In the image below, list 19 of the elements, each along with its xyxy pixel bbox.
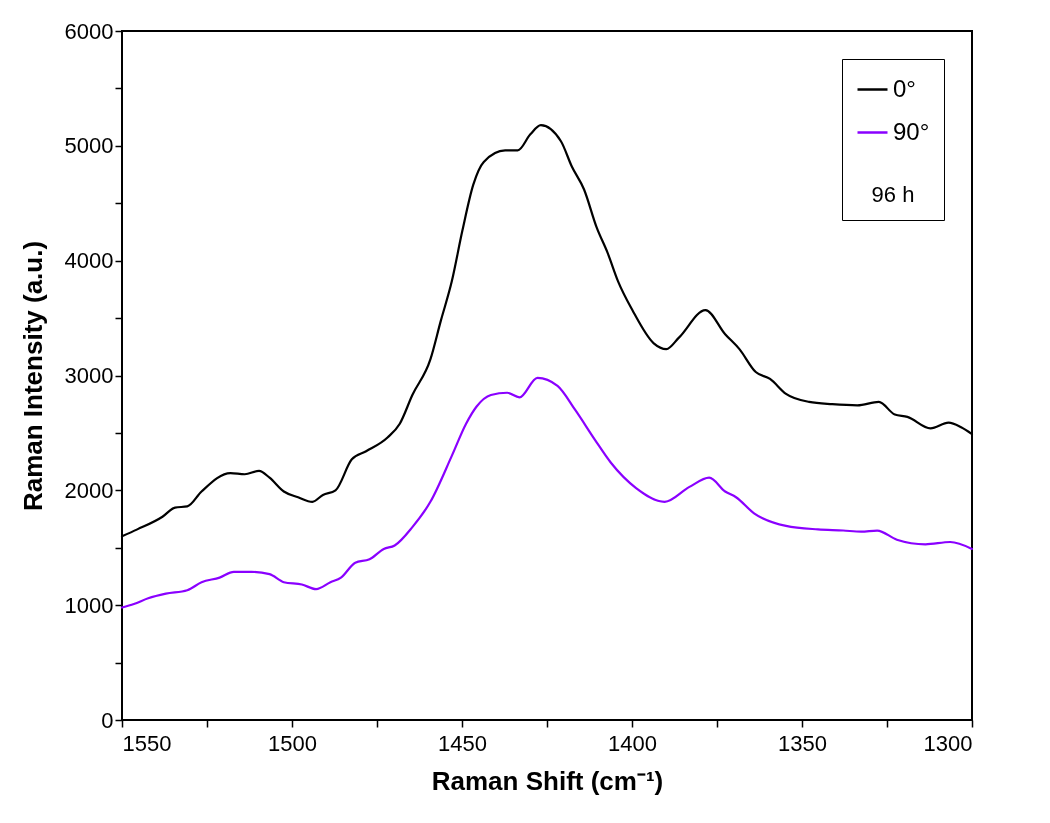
- y-tick-label: 3000: [64, 363, 114, 388]
- x-tick-label: 1350: [778, 730, 827, 756]
- x-tick-label: 1550: [122, 730, 172, 756]
- x-tick-label: 1400: [608, 730, 657, 756]
- legend-label: 90°: [893, 117, 930, 145]
- y-tick-label: 6000: [64, 18, 114, 44]
- y-tick-label: 1000: [64, 592, 114, 618]
- y-tick-label: 4000: [64, 248, 114, 274]
- y-axis-title: Raman Intensity (a.u.): [17, 240, 48, 512]
- x-tick-label: 1300: [923, 730, 973, 756]
- y-tick-label: 0: [101, 707, 114, 733]
- y-tick-label: 5000: [64, 133, 114, 159]
- x-tick-label: 1450: [438, 730, 487, 756]
- x-tick-label: 1500: [268, 730, 317, 756]
- line-series: [120, 376, 974, 609]
- x-axis-title: Raman Shift (cm⁻¹): [431, 765, 664, 796]
- legend-title: 96 h: [871, 182, 915, 207]
- y-tick-label: 2000: [64, 477, 114, 503]
- legend-label: 0°: [893, 74, 916, 102]
